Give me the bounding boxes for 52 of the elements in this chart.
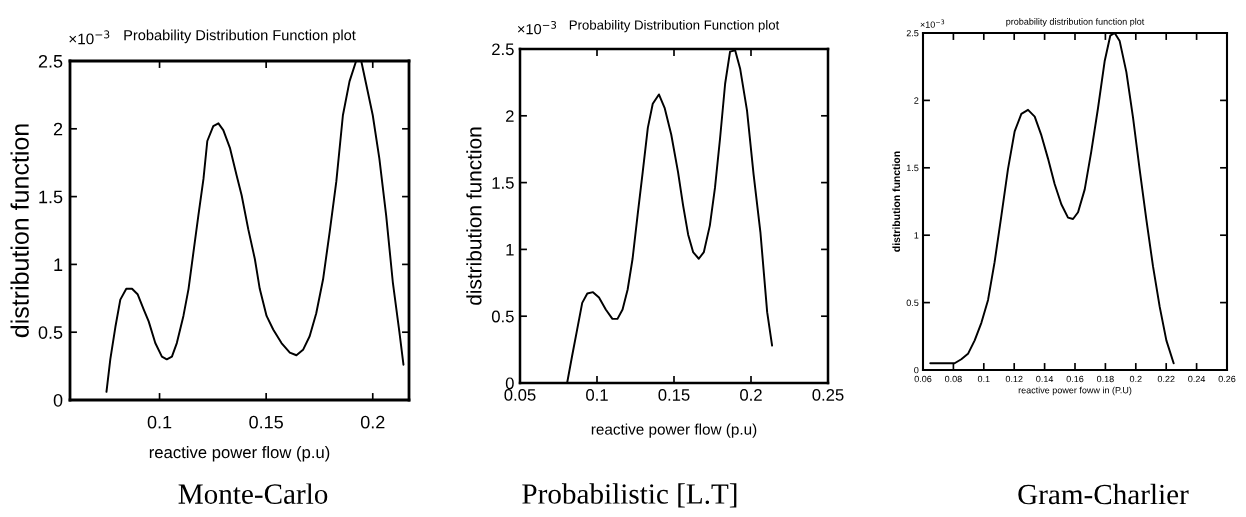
text: ×10$^{−3}$	[920, 19, 945, 28]
text: ×10$^{−3}$	[517, 21, 557, 35]
x-tick-label: 0.06	[914, 375, 932, 383]
y-tick-label: 1.5	[906, 164, 919, 172]
x-axis-title: reactive power flow (p.u)	[591, 423, 757, 438]
x-tick-label: 0.2	[740, 389, 762, 401]
chart-title: Probability Distribution Function plot	[124, 29, 356, 44]
chart-title: probability distribution function plot	[1006, 18, 1145, 27]
y-axis-title: distribution function	[466, 127, 482, 305]
y-tick-label: 0.5	[491, 310, 514, 323]
text: ×10$^{−3}$	[69, 30, 110, 45]
x-tick-label: 0.18	[1096, 375, 1114, 383]
y-tick-label: 2	[53, 122, 63, 136]
chart-title: Probability Distribution Function plot	[569, 19, 780, 33]
y-tick-label: 0	[914, 366, 919, 374]
x-tick-label: 0.25	[812, 389, 844, 401]
x-tick-label: 0.05	[504, 389, 536, 401]
x-tick-label: 0.24	[1188, 375, 1206, 383]
x-tick-label: 0.14	[1036, 375, 1054, 383]
text: Gram-Charlier	[1018, 483, 1189, 505]
x-tick-label: 0.22	[1157, 375, 1175, 383]
y-axis-title: distribution function	[892, 151, 901, 252]
y-tick-label: 1.5	[39, 190, 63, 204]
text: Probabilistic [L.T]	[522, 483, 737, 508]
y-tick-label: 0	[53, 393, 63, 407]
x-tick-label: 0.15	[658, 389, 690, 401]
x-tick-label: 0.08	[944, 375, 962, 383]
x-tick-label: 0.2	[360, 415, 385, 429]
text: Monte-Carlo	[178, 483, 328, 504]
x-tick-label: 0.1	[586, 389, 608, 401]
x-tick-label: 0.16	[1066, 375, 1084, 383]
x-tick-label: 0.15	[249, 415, 283, 429]
x-tick-label: 0.2	[1129, 375, 1142, 383]
y-tick-label: 0	[505, 377, 514, 390]
y-tick-label: 2.5	[906, 29, 919, 37]
x-axis-title: reactive power foww in (P.U)	[1018, 386, 1132, 396]
x-tick-label: 0.1	[147, 415, 172, 429]
y-tick-label: 1	[506, 243, 514, 256]
y-tick-label: 1.5	[492, 177, 514, 189]
x-tick-label: 0.26	[1218, 375, 1236, 383]
x-axis-title: reactive power flow (p.u)	[149, 446, 330, 462]
y-tick-label: 2	[914, 97, 919, 104]
y-tick-label: 1	[914, 232, 919, 239]
y-axis-title: distribution function	[10, 124, 29, 338]
y-tick-label: 2.5	[492, 43, 514, 56]
y-tick-label: 0.5	[906, 299, 919, 306]
x-tick-label: 0.1	[977, 375, 990, 383]
y-tick-label: 2.5	[38, 54, 63, 68]
y-tick-label: 1	[54, 258, 63, 271]
y-tick-label: 0.5	[38, 326, 63, 339]
x-tick-label: 0.12	[1005, 375, 1023, 383]
y-tick-label: 2	[506, 110, 514, 122]
